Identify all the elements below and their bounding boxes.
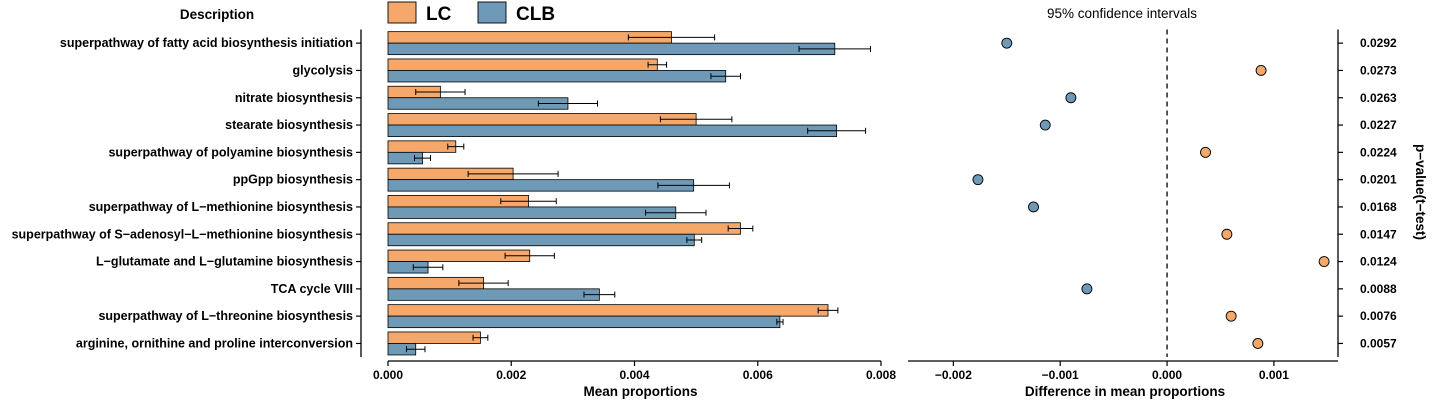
x-tick-label: 0.008 [866, 368, 896, 382]
ci-point-clb [1065, 92, 1077, 104]
p-value-label: 0.0057 [1360, 336, 1397, 350]
p-value-label: 0.0224 [1360, 145, 1397, 159]
ci-point-lc [1225, 310, 1237, 322]
legend-swatch-clb [477, 1, 507, 24]
legend: LC CLB [387, 1, 555, 25]
category-label: superpathway of polyamine biosynthesis [108, 145, 353, 159]
bar-clb [387, 70, 727, 83]
category-label: TCA cycle VIII [271, 282, 353, 296]
bar-lc [387, 113, 697, 126]
p-value-label: 0.0147 [1360, 227, 1397, 241]
ci-point-lc [1252, 338, 1264, 349]
ci-point-lc [1255, 64, 1267, 76]
category-label: stearate biosynthesis [225, 118, 353, 132]
legend-label-lc: LC [426, 4, 452, 25]
category-label: superpathway of L−threonine biosynthesis [98, 309, 353, 323]
ci-title: 95% confidence intervals [1047, 6, 1197, 21]
bar-clb [387, 288, 600, 301]
p-value-axis-title: p−value(t−test) [1413, 144, 1428, 240]
bar-clb [387, 315, 781, 329]
bar-lc [387, 140, 457, 153]
x-tick-label: −0.001 [1042, 368, 1079, 382]
ci-point-lc [1221, 228, 1233, 240]
p-value-label: 0.0076 [1360, 309, 1397, 323]
category-label: ppGpp biosynthesis [233, 173, 353, 187]
category-label: superpathway of L−methionine biosynthesi… [89, 200, 353, 214]
ci-x-axis-title: Difference in mean proportions [1025, 384, 1225, 399]
p-value-label: 0.0201 [1360, 173, 1397, 187]
category-label: glycolysis [293, 63, 353, 77]
bar-clb [387, 179, 695, 192]
legend-swatch-lc [387, 1, 417, 24]
ci-point-clb [1001, 37, 1013, 49]
ci-point-clb [1081, 283, 1093, 295]
confidence-interval-panel: 95% confidence intervals −0.002 −0.001 0.00… [908, 6, 1428, 399]
p-value-label: 0.0088 [1360, 282, 1397, 296]
x-tick-label: 0.000 [1152, 368, 1182, 382]
category-label: L−glutamate and L−glutamine biosynthesis [96, 255, 353, 269]
ci-point-clb [1028, 201, 1039, 213]
bar-clb [387, 42, 836, 56]
p-value-label: 0.0263 [1360, 91, 1397, 105]
bar-clb [387, 124, 838, 137]
ci-point-clb [1039, 119, 1051, 131]
bar-lc [387, 58, 658, 71]
category-label: nitrate biosynthesis [235, 91, 353, 105]
category-label: arginine, ornithine and proline intercon… [76, 336, 353, 350]
ci-point-lc [1200, 146, 1211, 158]
x-tick-label: 0.002 [496, 368, 526, 382]
p-value-label: 0.0227 [1360, 118, 1397, 132]
x-tick-label: 0.001 [1259, 368, 1289, 382]
p-value-label: 0.0168 [1360, 200, 1397, 214]
x-axis-title: Mean proportions [584, 384, 698, 399]
x-tick-label: 0.000 [373, 368, 403, 382]
bar-lc [387, 222, 741, 235]
description-header: Description [180, 7, 254, 22]
p-value-label: 0.0273 [1360, 63, 1397, 77]
mean-proportions-panel: Description superpathway of fatty acid bi… [12, 7, 897, 399]
bar-clb [387, 206, 677, 219]
ci-point-lc [1318, 256, 1330, 267]
x-tick-label: 0.006 [743, 368, 773, 382]
bar-clb [387, 233, 695, 247]
p-value-label: 0.0124 [1360, 255, 1397, 269]
bar-lc [387, 331, 481, 344]
ci-point-clb [972, 174, 984, 186]
x-tick-label: 0.004 [619, 368, 649, 382]
bar-lc [387, 304, 829, 317]
category-label: superpathway of S−adenosyl−L−methionine … [12, 227, 353, 241]
category-label: superpathway of fatty acid biosynthesis … [60, 36, 353, 50]
x-tick-label: −0.002 [935, 368, 972, 382]
p-value-label: 0.0292 [1360, 36, 1397, 50]
legend-label-clb: CLB [516, 4, 555, 25]
